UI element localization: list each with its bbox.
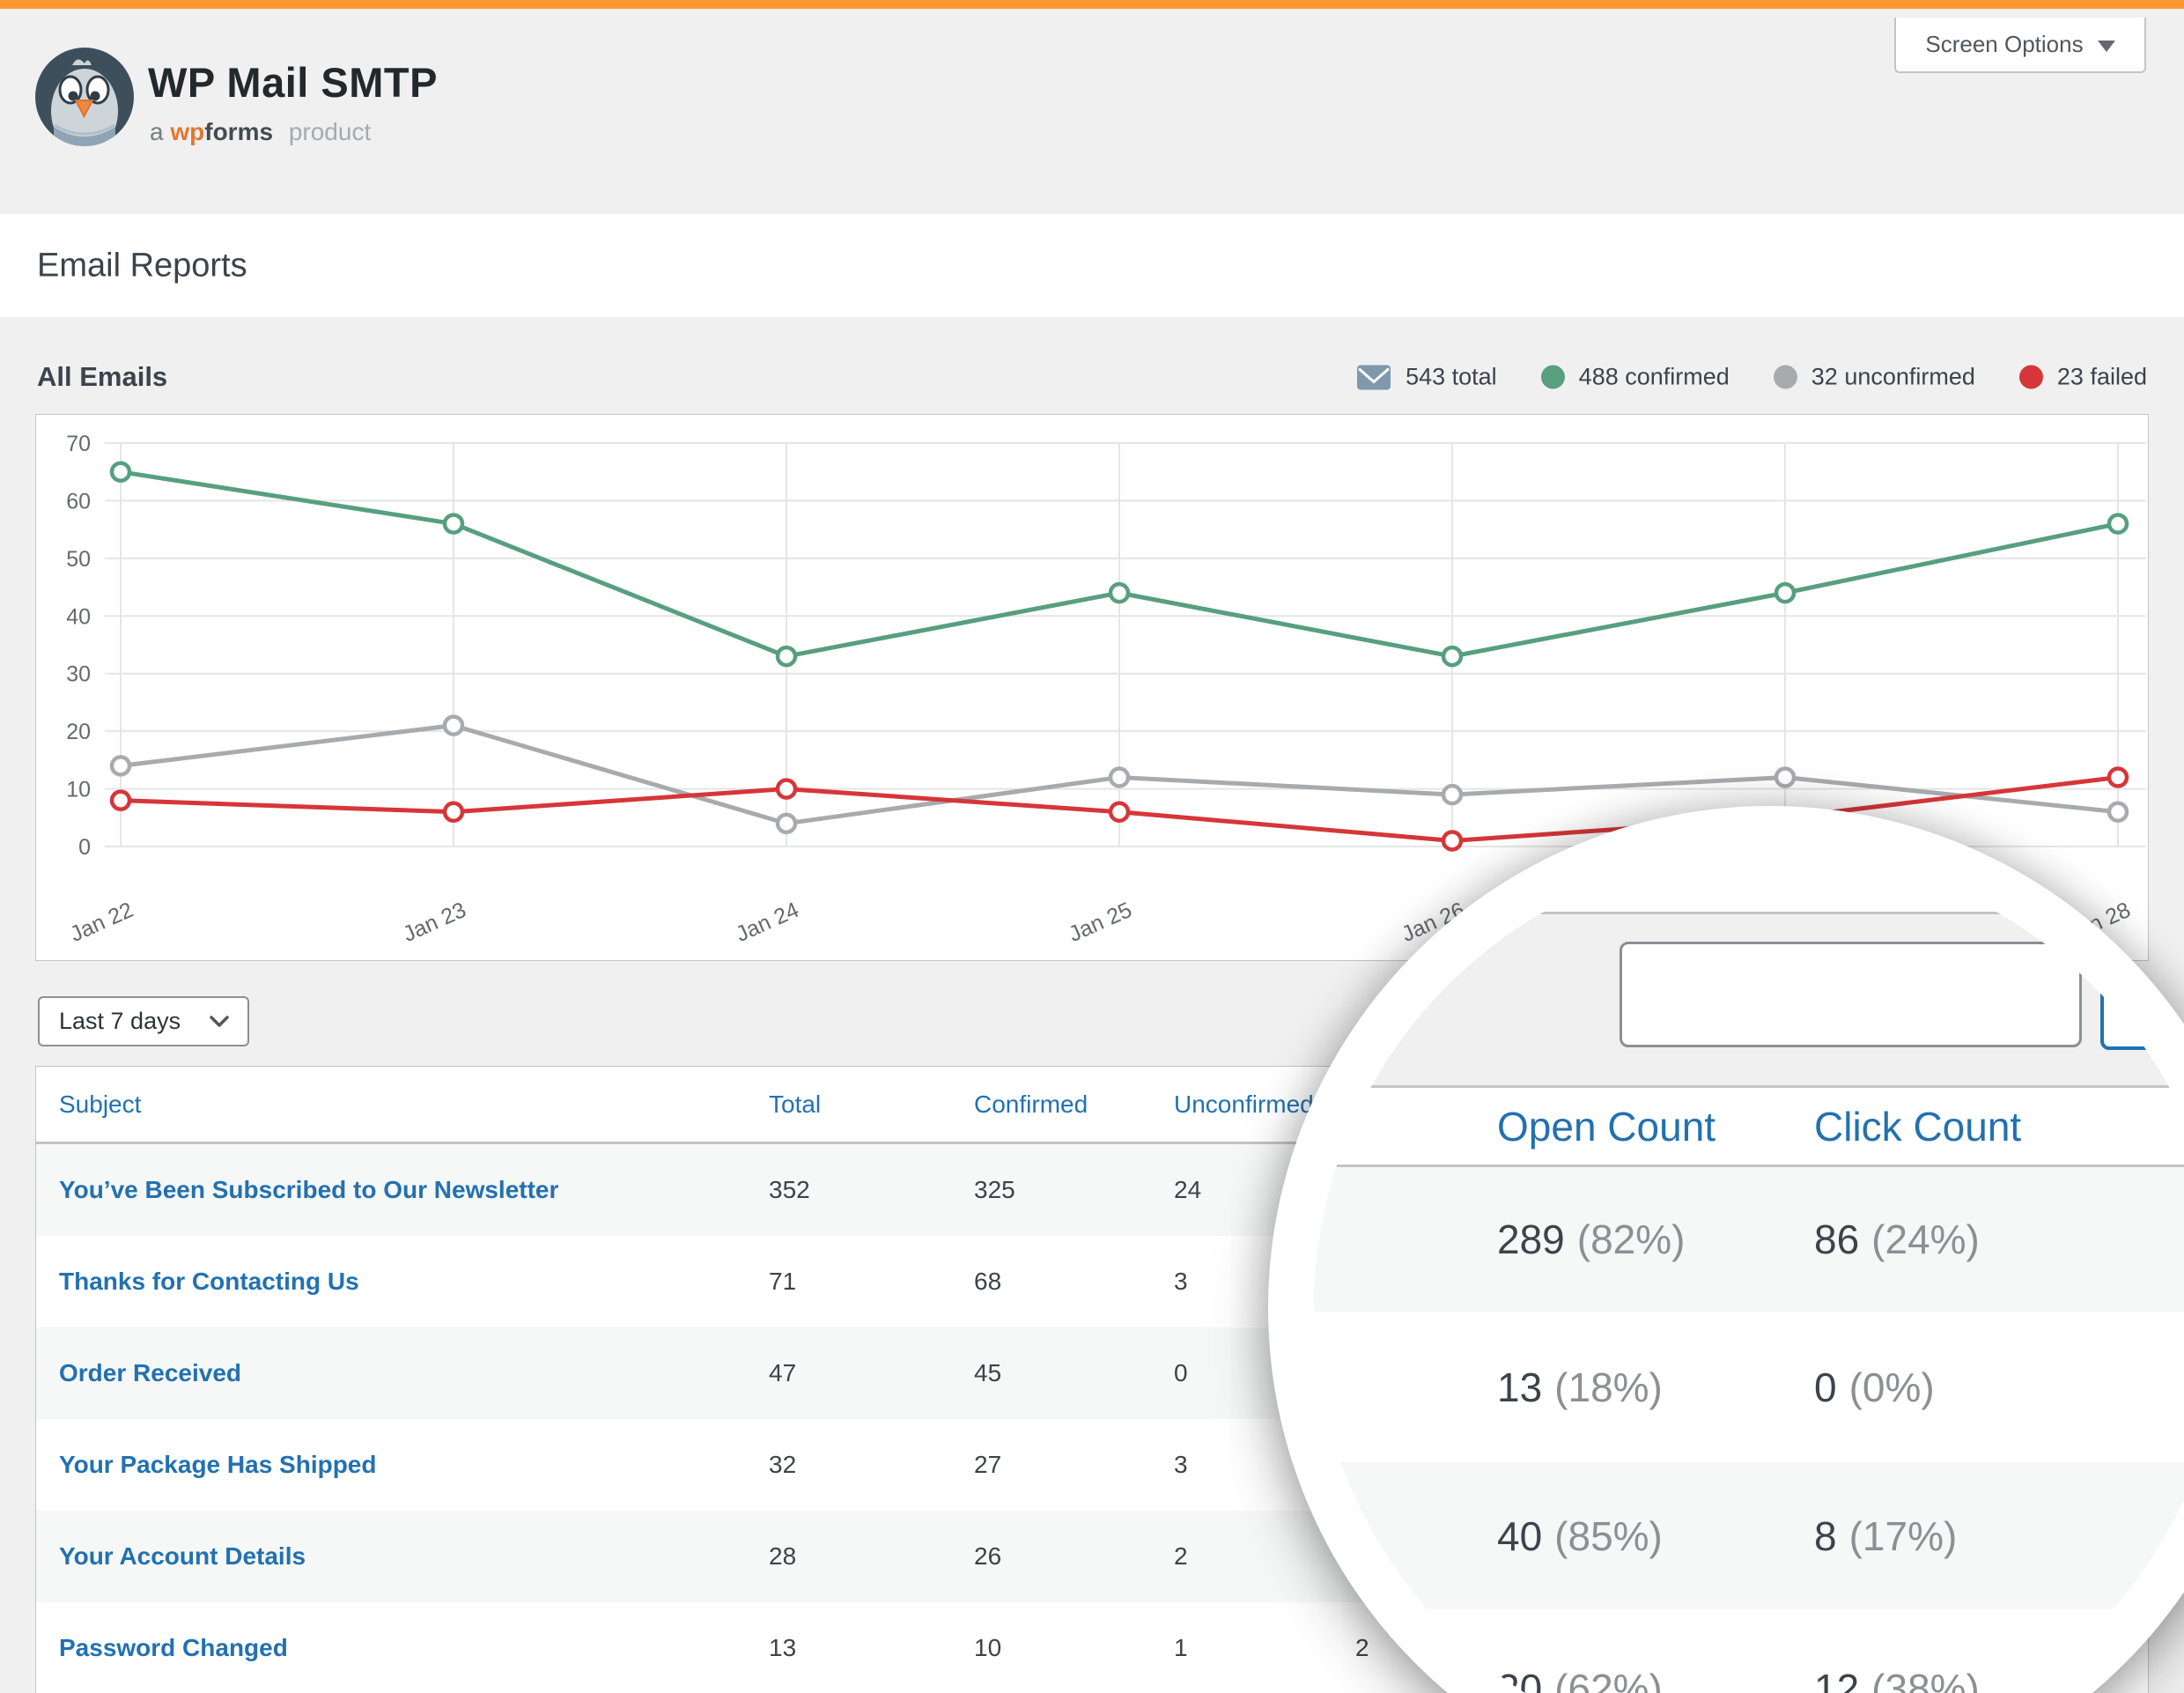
subject-link[interactable]: Order Received [59,1359,241,1386]
svg-text:Jan 24: Jan 24 [732,898,802,947]
svg-text:0: 0 [78,835,91,860]
magnifier-overlay: Open Count Click Count 289 (82%) 86 (24%) 13… [1268,806,2184,1693]
table-cell: 1 [1174,1634,1188,1661]
chevron-down-icon [210,1015,229,1027]
magnified-header-divider [1314,1164,2184,1167]
magnified-click-value: 86 (24%) [1814,1216,1980,1262]
svg-text:Jan 23: Jan 23 [399,898,469,947]
legend-confirmed-label: 488 confirmed [1578,363,1730,390]
chart-legend: 543 total 488 confirmed 32 unconfirmed 2… [1356,364,2147,391]
date-range-value: Last 7 days [59,1008,181,1034]
table-cell: 0 [1174,1359,1188,1386]
legend-total-label: 543 total [1406,363,1497,390]
table-cell: 28 [769,1542,797,1570]
table-cell: 10 [974,1634,1002,1661]
svg-text:Jan 25: Jan 25 [1065,898,1135,947]
svg-text:20: 20 [66,720,91,744]
subject-link[interactable]: Thanks for Contacting Us [59,1268,359,1295]
tagline-product: product [288,118,372,145]
table-cell: 24 [1174,1176,1202,1203]
legend-item-unconfirmed: 32 unconfirmed [1773,363,1975,391]
page-title-band: Email Reports [0,214,2184,317]
magnified-table-row: 289 (82%) 86 (24%) [1314,1167,2184,1312]
magnified-open-value: 20 (62%) [1497,1666,1663,1693]
table-cell: 13 [769,1634,797,1661]
magnified-click-value: 8 (17%) [1814,1512,1958,1559]
table-cell: 32 [769,1451,797,1478]
table-cell: 71 [769,1268,797,1295]
magnifier-content: Open Count Click Count 289 (82%) 86 (24%) 13… [1314,852,2184,1693]
svg-text:60: 60 [66,489,91,514]
subject-link[interactable]: Your Account Details [59,1542,306,1570]
svg-text:70: 70 [66,432,91,456]
date-range-select[interactable]: Last 7 days [38,996,249,1046]
svg-text:40: 40 [66,604,91,629]
table-cell: 3 [1174,1451,1188,1478]
app-title: WP Mail SMTP [148,59,438,106]
table-cell: 45 [974,1359,1002,1386]
column-header-unconfirmed[interactable]: Unconfirmed [1174,1090,1314,1118]
table-cell: 3 [1174,1268,1188,1295]
magnified-click-count-header[interactable]: Click Count [1814,1103,2022,1150]
table-cell: 68 [974,1268,1002,1295]
column-header-subject[interactable]: Subject [59,1090,142,1118]
column-header-confirmed[interactable]: Confirmed [974,1090,1088,1118]
table-cell: 27 [974,1451,1002,1478]
svg-text:30: 30 [66,662,91,687]
page-title: Email Reports [37,247,247,284]
magnified-table-row: 40 (85%) 8 (17%) [1314,1462,2184,1609]
tagline-forms: forms [204,118,274,145]
top-accent-bar [0,0,2184,9]
magnified-open-value: 13 (18%) [1497,1364,1663,1410]
magnified-open-value: 40 (85%) [1497,1512,1663,1559]
legend-item-confirmed: 488 confirmed [1540,363,1730,391]
magnified-open-value: 289 (82%) [1497,1216,1686,1262]
app-tagline: a wpforms product [150,118,371,146]
magnified-search-input[interactable] [1620,942,2082,1047]
table-row: Password Changed 13 10 1 2 [36,1602,2148,1693]
screen-options-button[interactable]: Screen Options [1894,18,2146,73]
svg-text:10: 10 [66,778,91,802]
magnified-search-button[interactable] [2100,969,2184,1050]
wp-mail-smtp-pigeon-logo [35,48,134,146]
magnified-open-count-header[interactable]: Open Count [1497,1103,1716,1150]
screen-options-label: Screen Options [1925,31,2084,57]
chevron-down-icon [2097,41,2115,52]
table-cell: 47 [769,1359,797,1386]
legend-unconfirmed-label: 32 unconfirmed [1811,363,1975,390]
app-header: WP Mail SMTP a wpforms product Screen Op… [0,9,2184,214]
subject-link[interactable]: Password Changed [59,1634,288,1661]
magnified-toolbar-border [1314,1085,2184,1088]
tagline-wp: wp [170,118,205,145]
magnified-click-value: 0 (0%) [1814,1364,1935,1410]
legend-item-failed: 23 failed [2018,363,2147,391]
legend-item-total: 543 total [1356,364,1497,391]
table-cell: 352 [769,1176,810,1203]
magnified-click-value: 12 (38%) [1814,1666,1980,1693]
table-cell: 26 [974,1542,1002,1570]
table-cell: 2 [1174,1542,1188,1570]
failed-dot-icon [2018,365,2043,389]
section-title: All Emails [37,361,168,392]
table-cell: 325 [974,1176,1015,1203]
table-cell: 2 [1355,1634,1369,1661]
unconfirmed-dot-icon [1773,365,1797,389]
subject-link[interactable]: Your Package Has Shipped [59,1451,377,1478]
svg-text:50: 50 [66,547,91,572]
magnified-table-row: 20 (62%) 12 (38%) [1314,1609,2184,1693]
tagline-prefix: a [150,118,164,145]
legend-failed-label: 23 failed [2056,363,2147,390]
confirmed-dot-icon [1540,365,1565,389]
subject-link[interactable]: You’ve Been Subscribed to Our Newsletter [59,1176,559,1203]
magnified-table-row: 13 (18%) 0 (0%) [1314,1312,2184,1462]
magnified-chart-border [1314,912,2184,914]
column-header-total[interactable]: Total [769,1090,822,1118]
svg-text:Jan 22: Jan 22 [66,898,136,947]
envelope-icon [1357,365,1391,389]
